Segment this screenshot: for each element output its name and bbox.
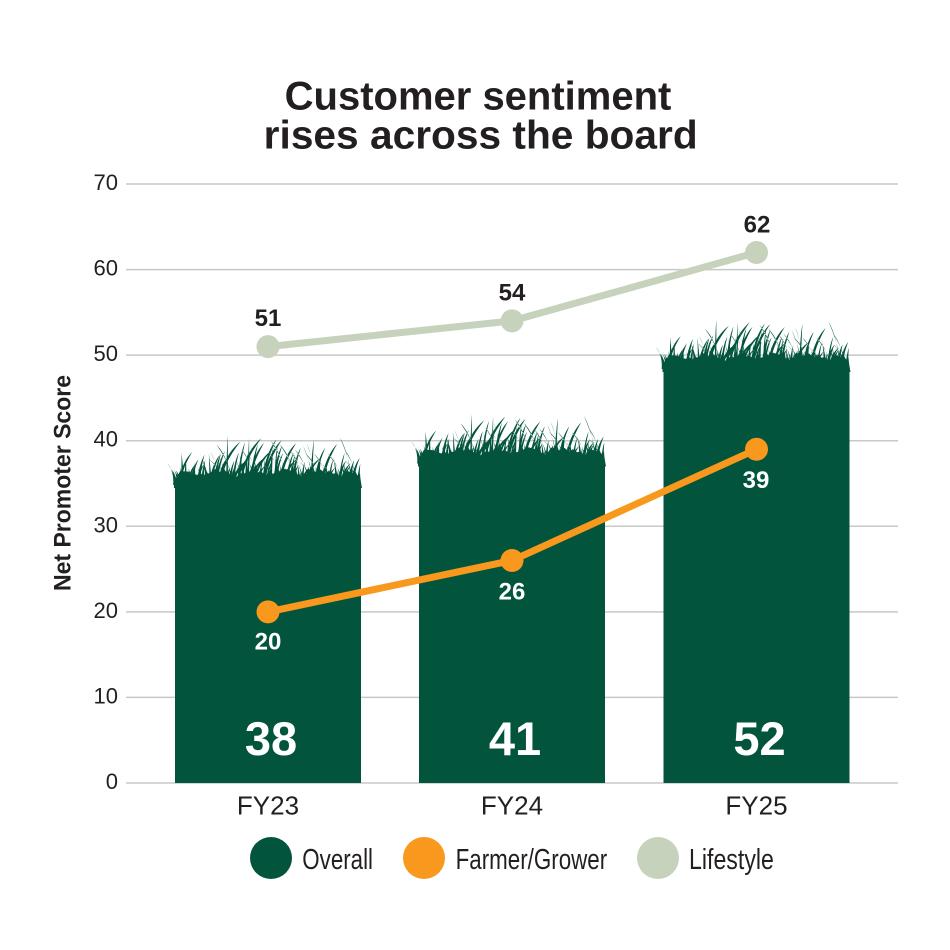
svg-text:60: 60 [94, 256, 118, 281]
svg-text:30: 30 [94, 512, 118, 537]
svg-text:40: 40 [94, 427, 118, 452]
svg-text:Customer sentiment: Customer sentiment [285, 75, 672, 119]
svg-text:50: 50 [94, 341, 118, 366]
svg-text:FY25: FY25 [725, 791, 787, 821]
svg-text:39: 39 [743, 467, 770, 494]
svg-text:26: 26 [499, 579, 526, 606]
svg-text:52: 52 [733, 712, 785, 765]
svg-text:20: 20 [94, 598, 118, 623]
svg-text:38: 38 [245, 712, 297, 765]
svg-text:Lifestyle: Lifestyle [689, 844, 774, 876]
svg-text:FY23: FY23 [237, 791, 299, 821]
svg-text:10: 10 [94, 683, 118, 708]
svg-text:51: 51 [255, 305, 282, 332]
svg-text:rises across the board: rises across the board [264, 114, 698, 158]
svg-text:Farmer/Grower: Farmer/Grower [456, 844, 608, 876]
svg-text:Overall: Overall [302, 844, 373, 876]
svg-text:62: 62 [744, 212, 771, 239]
svg-text:54: 54 [499, 280, 526, 307]
svg-text:FY24: FY24 [481, 791, 543, 821]
svg-text:Net Promoter Score: Net Promoter Score [50, 375, 77, 591]
svg-text:0: 0 [106, 769, 118, 794]
svg-text:20: 20 [255, 629, 282, 656]
svg-text:41: 41 [489, 712, 541, 765]
svg-text:70: 70 [94, 170, 118, 195]
